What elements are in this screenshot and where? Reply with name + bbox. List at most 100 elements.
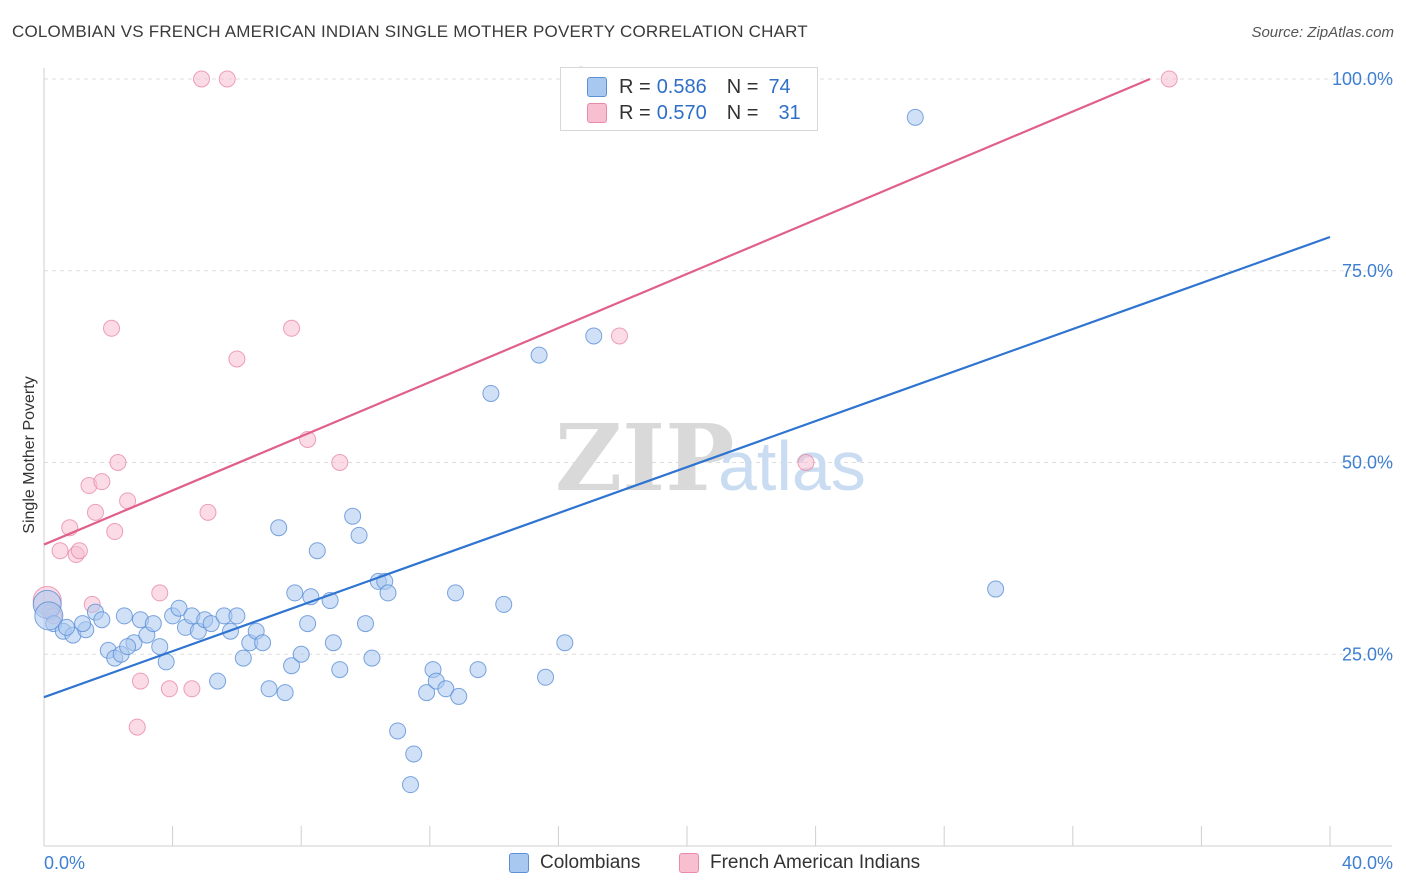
point-french-american-indians	[199, 503, 217, 521]
point-colombians	[34, 601, 64, 631]
point-colombians	[495, 595, 513, 613]
y-tick-label: 25.0%	[1342, 644, 1393, 664]
point-colombians	[299, 615, 317, 633]
point-colombians	[405, 745, 423, 763]
point-colombians	[556, 634, 574, 652]
axes-layer	[43, 68, 1392, 847]
point-french-american-indians	[1160, 70, 1178, 88]
point-colombians	[469, 661, 487, 679]
legend-n-value: 74	[768, 75, 791, 98]
point-colombians	[286, 584, 304, 602]
point-french-american-indians	[331, 454, 349, 471]
point-french-american-indians	[797, 454, 815, 471]
trendline-colombians	[43, 235, 1331, 699]
x-tick-label: 40.0%	[1342, 853, 1393, 873]
x-tick-label: 0.0%	[44, 853, 85, 873]
point-colombians	[389, 722, 407, 740]
point-colombians	[58, 618, 76, 636]
point-colombians	[324, 634, 342, 652]
bottom-legend-swatch-colombians	[509, 853, 529, 873]
points-layer	[32, 66, 1178, 794]
chart-title: COLOMBIAN VS FRENCH AMERICAN INDIAN SING…	[12, 22, 808, 41]
point-colombians	[308, 542, 326, 560]
point-colombians	[170, 599, 188, 617]
point-french-american-indians	[193, 70, 211, 88]
point-colombians	[270, 519, 288, 537]
grid-layer	[44, 78, 1392, 655]
y-tick-label: 75.0%	[1342, 261, 1393, 281]
point-french-american-indians	[106, 523, 124, 541]
point-colombians	[357, 615, 374, 633]
point-colombians	[530, 346, 548, 364]
point-colombians	[115, 607, 133, 625]
point-colombians	[344, 507, 362, 525]
point-french-american-indians	[283, 319, 301, 337]
tick-labels-layer: 25.0% 50.0% 75.0% 100.0% 0.0% 40.0%	[44, 69, 1393, 873]
point-colombians	[350, 526, 368, 544]
legend-r-label: R =	[619, 101, 651, 124]
point-colombians	[254, 634, 272, 652]
point-french-american-indians	[93, 473, 111, 491]
legend-n-label: N =	[726, 75, 759, 98]
point-french-american-indians	[103, 319, 121, 337]
point-colombians	[906, 108, 924, 126]
point-french-american-indians	[70, 542, 88, 560]
watermark-zip: ZIP	[555, 404, 734, 512]
bottom-legend-french-american-indians: French American Indians	[679, 852, 920, 874]
trendlines-layer	[43, 77, 1331, 699]
point-french-american-indians	[160, 680, 178, 698]
point-colombians	[209, 672, 227, 690]
point-colombians	[447, 584, 465, 602]
point-colombians	[228, 607, 246, 625]
legend: R = 0.586 N = 74 R = 0.570 N = 31	[560, 67, 818, 131]
point-colombians	[260, 680, 278, 698]
point-french-american-indians	[86, 503, 104, 521]
point-colombians	[585, 327, 603, 345]
bottom-legend-label: French American Indians	[710, 852, 921, 873]
legend-swatch-french-american-indians	[587, 103, 607, 123]
point-colombians	[402, 776, 420, 794]
trendline-french-american-indians	[43, 77, 1151, 546]
legend-n-label: N =	[726, 101, 759, 124]
legend-r-label: R =	[619, 75, 651, 98]
point-colombians	[276, 684, 294, 702]
point-colombians	[437, 680, 455, 698]
point-colombians	[292, 645, 310, 663]
y-tick-label: 100.0%	[1332, 69, 1393, 89]
point-colombians	[144, 615, 162, 633]
bottom-legend-swatch-french-american-indians	[679, 853, 699, 873]
point-french-american-indians	[183, 680, 201, 698]
bottom-legend-label: Colombians	[540, 852, 641, 873]
point-colombians	[482, 384, 500, 402]
bottom-legend-colombians: Colombians	[509, 852, 640, 874]
point-colombians	[74, 615, 92, 633]
point-colombians	[93, 611, 111, 629]
point-french-american-indians	[218, 70, 236, 88]
legend-r-value: 0.586	[656, 75, 707, 98]
point-french-american-indians	[109, 454, 127, 471]
point-colombians	[119, 638, 137, 656]
point-colombians	[363, 649, 381, 667]
point-french-american-indians	[128, 718, 146, 736]
point-french-american-indians	[131, 672, 149, 690]
point-french-american-indians	[610, 327, 628, 345]
point-french-american-indians	[228, 350, 246, 368]
legend-r-value: 0.570	[656, 101, 707, 124]
y-axis-label: Single Mother Poverty	[21, 376, 38, 533]
watermark-atlas: atlas	[718, 427, 866, 505]
y-tick-label: 50.0%	[1342, 453, 1393, 473]
point-colombians	[202, 615, 220, 633]
legend-row-french-american-indians: R = 0.570 N = 31	[587, 100, 801, 126]
point-colombians	[987, 580, 1005, 598]
point-colombians	[234, 649, 252, 667]
point-colombians	[151, 638, 169, 656]
point-french-american-indians	[151, 584, 169, 602]
legend-n-value: 31	[778, 101, 801, 124]
point-colombians	[283, 657, 301, 675]
point-colombians	[331, 661, 349, 679]
point-french-american-indians	[51, 542, 69, 560]
source-label: Source: ZipAtlas.com	[1251, 24, 1394, 41]
bottom-legend: Colombians French American Indians	[0, 852, 1406, 876]
point-colombians	[537, 668, 555, 686]
